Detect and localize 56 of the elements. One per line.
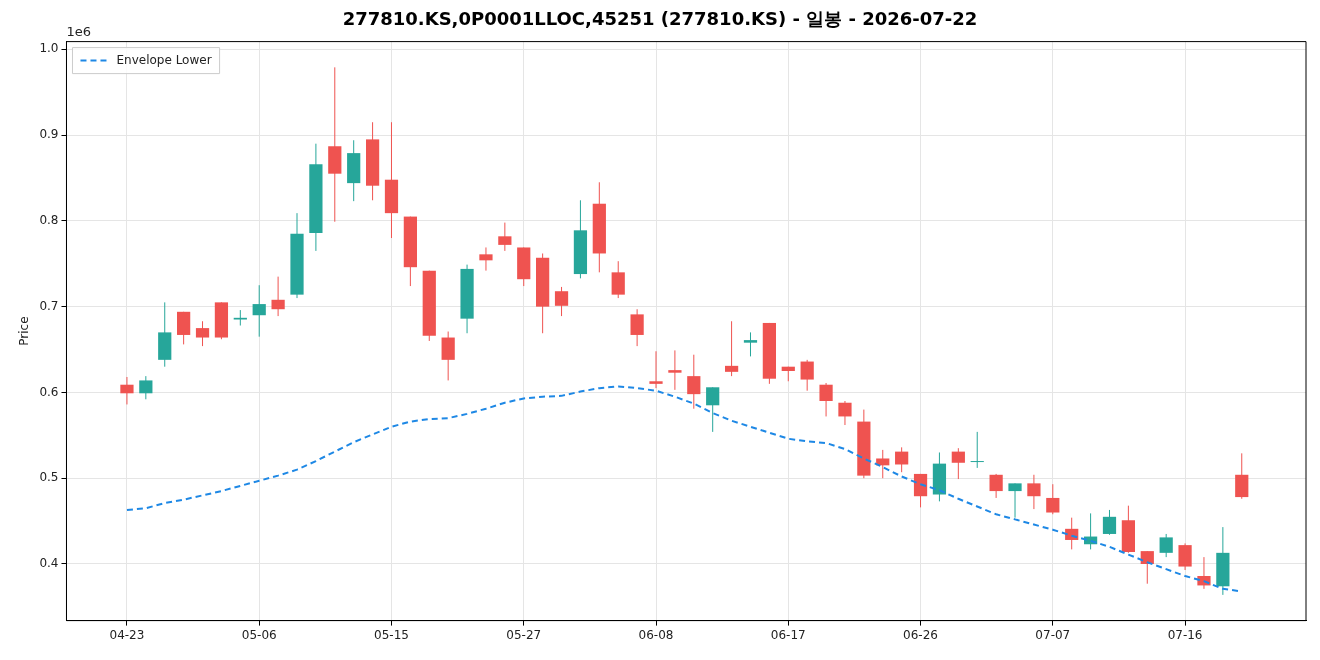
- candlestick: [139, 375, 153, 400]
- text: 1e6: [66, 24, 92, 40]
- x-tick-label: 06-17: [770, 627, 806, 642]
- candlestick: [630, 308, 644, 347]
- candlestick: [838, 400, 852, 426]
- candlestick: [876, 449, 890, 479]
- candlestick: [271, 276, 285, 317]
- candlestick: [913, 473, 928, 508]
- candlestick: [819, 382, 833, 417]
- candlestick: [706, 386, 720, 433]
- candlestick: [1140, 550, 1154, 585]
- x-tick-label: 05-15: [374, 627, 409, 642]
- y-tick-label: 0.7: [39, 298, 59, 313]
- y-tick-label: 0.4: [39, 556, 59, 571]
- candlestick: [498, 222, 512, 252]
- x-tick-label: 07-07: [1035, 627, 1071, 642]
- candlestick: [1027, 474, 1041, 510]
- candlestick: [989, 473, 1003, 499]
- candlestick: [479, 246, 493, 272]
- candlestick: [120, 376, 134, 405]
- y-tick-label: 0.6: [39, 384, 59, 399]
- y-tick-label: 0.8: [39, 213, 59, 227]
- x-tick-label: 07-16: [1167, 627, 1203, 642]
- x-tick-label: 04-23: [109, 627, 145, 642]
- candlestick: [668, 349, 682, 391]
- candlestick: [1046, 483, 1060, 515]
- candlestick: [177, 311, 191, 345]
- candlestick: [252, 284, 266, 338]
- candlestick: [195, 320, 210, 347]
- y-tick-label: 1.0: [39, 41, 59, 56]
- candlestick: [649, 350, 663, 389]
- candlestick: [1008, 482, 1022, 519]
- candlestick: [1235, 452, 1249, 500]
- legend-label: Envelope Lower: [116, 52, 212, 67]
- x-tick-label: 05-06: [241, 627, 277, 642]
- candlestick: [743, 331, 758, 357]
- candlestick: [724, 320, 739, 377]
- x-tick-label: 06-08: [638, 627, 674, 642]
- candlestick: [970, 431, 984, 469]
- candlestick: [1159, 533, 1173, 558]
- y-tick-label: 0.9: [39, 127, 59, 142]
- y-tick-label: 0.5: [39, 470, 59, 485]
- candlestick: [441, 331, 455, 381]
- candlestick: [687, 354, 701, 410]
- candlestick: [800, 359, 814, 392]
- candlestick: [611, 260, 625, 299]
- candlestick: [895, 446, 909, 473]
- candlestick: [1178, 542, 1192, 571]
- candlestick: [233, 309, 247, 327]
- candlestick: [1102, 509, 1117, 536]
- x-tick-label: 05-27: [506, 627, 542, 642]
- candlestick: [951, 447, 965, 480]
- candlestick: [554, 286, 569, 317]
- y-axis-title: Price: [17, 316, 32, 346]
- chart-title: 277810.KS,0P0001LLOC,45251 (277810.KS) - 일봉 - 2026-07-22: [342, 8, 978, 30]
- x-tick-label: 06-26: [903, 627, 938, 642]
